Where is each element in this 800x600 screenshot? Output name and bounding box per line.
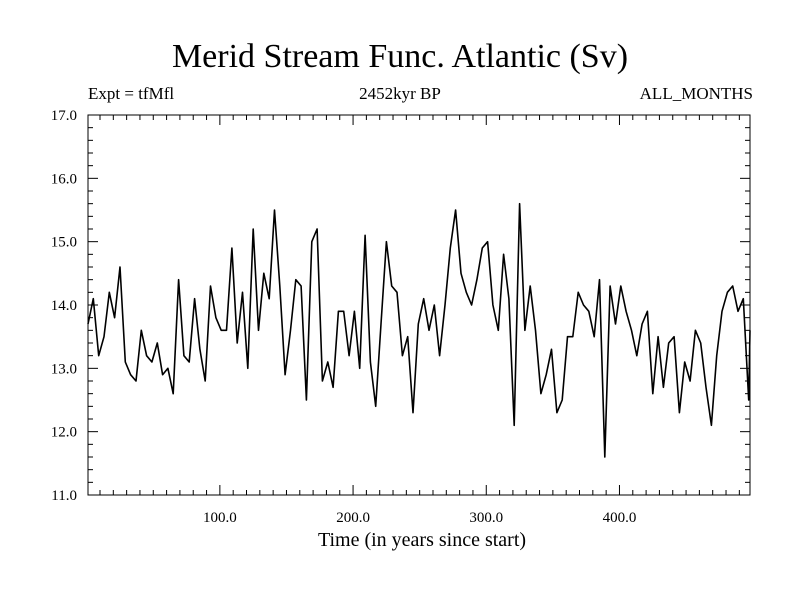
experiment-label: Expt = tfMfl (88, 84, 175, 103)
y-tick-label: 16.0 (51, 171, 77, 187)
y-tick-label: 13.0 (51, 361, 77, 377)
x-axis-label: Time (in years since start) (317, 529, 527, 551)
months-label: ALL_MONTHS (639, 84, 753, 103)
y-tick-label: 11.0 (51, 488, 77, 504)
axis-layer: 100.0 200.0 300.0 400.0 11.0 12.0 13.0 14.0 15.0… (51, 108, 751, 526)
y-tick-label: 15.0 (51, 235, 77, 251)
x-tick-label: 200.0 (336, 510, 370, 526)
chart-title: Merid Stream Func. Atlantic (Sv) (171, 38, 629, 75)
period-label: 2452kyr BP (359, 84, 441, 103)
x-tick-label: 300.0 (469, 510, 503, 526)
series-layer (87, 202, 751, 458)
y-tick-label: 14.0 (51, 298, 77, 314)
x-tick-label: 400.0 (603, 510, 637, 526)
x-tick-label: 100.0 (203, 510, 237, 526)
y-tick-label: 12.0 (51, 425, 77, 441)
series-line-0 (87, 202, 751, 458)
plot-frame (87, 114, 751, 496)
y-tick-label: 17.0 (51, 108, 77, 124)
